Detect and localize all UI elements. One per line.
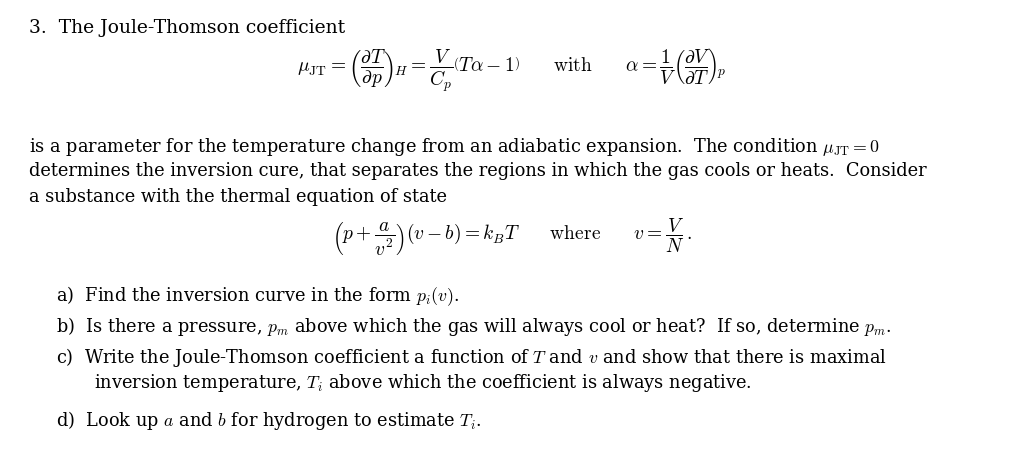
Text: $\mu_{\mathrm{JT}} = \left(\dfrac{\partial T}{\partial p}\right)_{\!H} = \dfrac{: $\mu_{\mathrm{JT}} = \left(\dfrac{\parti…	[297, 47, 727, 94]
Text: d)  Look up $a$ and $b$ for hydrogen to estimate $T_i$.: d) Look up $a$ and $b$ for hydrogen to e…	[56, 409, 481, 432]
Text: b)  Is there a pressure, $p_m$ above which the gas will always cool or heat?  If: b) Is there a pressure, $p_m$ above whic…	[56, 315, 892, 338]
Text: inversion temperature, $T_i$ above which the coefficient is always negative.: inversion temperature, $T_i$ above which…	[94, 372, 752, 395]
Text: determines the inversion cure, that separates the regions in which the gas cools: determines the inversion cure, that sepa…	[29, 162, 927, 180]
Text: a)  Find the inversion curve in the form $p_i(v)$.: a) Find the inversion curve in the form …	[56, 284, 459, 308]
Text: a substance with the thermal equation of state: a substance with the thermal equation of…	[29, 188, 446, 206]
Text: $\left(p + \dfrac{a}{v^2}\right)(v - b) = k_B T \qquad \mathrm{where} \qquad v =: $\left(p + \dfrac{a}{v^2}\right)(v - b) …	[332, 217, 692, 259]
Text: 3.  The Joule-Thomson coefficient: 3. The Joule-Thomson coefficient	[29, 19, 345, 37]
Text: is a parameter for the temperature change from an adiabatic expansion.  The cond: is a parameter for the temperature chang…	[29, 136, 880, 158]
Text: c)  Write the Joule-Thomson coefficient a function of $T$ and $v$ and show that : c) Write the Joule-Thomson coefficient a…	[56, 346, 888, 369]
